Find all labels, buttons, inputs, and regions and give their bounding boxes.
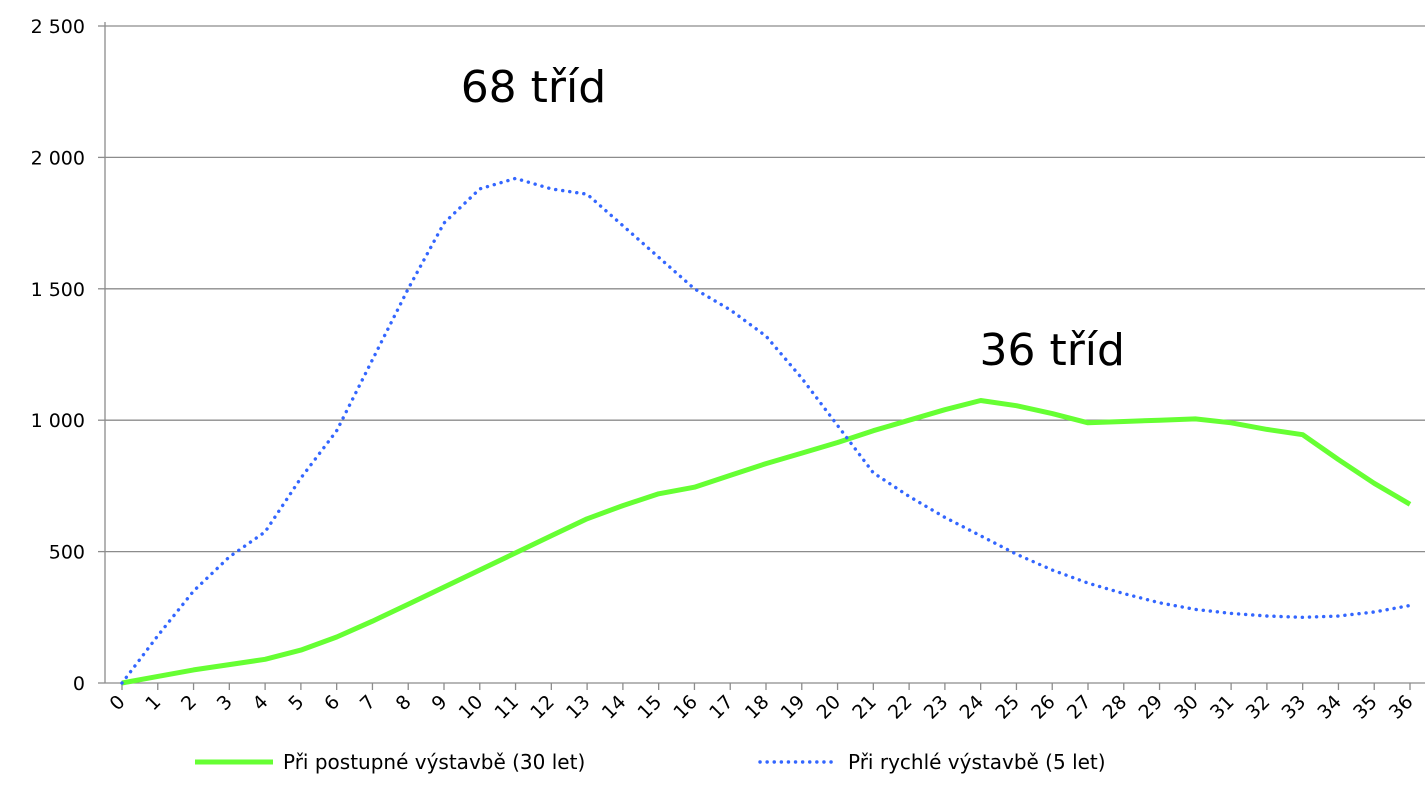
x-tick-label: 15	[634, 691, 667, 724]
y-tick-label: 500	[49, 542, 85, 564]
x-axis-tick-labels: 0 1 2 3 4 5 6 7 8 9 10 11 12 13 14 15 16 17 18 19 20 21 22 23 24…	[105, 691, 1417, 724]
x-tick-label: 4	[249, 691, 273, 715]
x-tick-label: 29	[1134, 691, 1167, 724]
x-tick-label: 11	[490, 691, 523, 724]
series-lines	[120, 176, 1412, 686]
x-tick-label: 20	[812, 691, 845, 724]
y-tick-label: 1 000	[31, 410, 85, 432]
x-tick-label: 35	[1349, 691, 1382, 724]
x-tick-label: 16	[669, 691, 702, 724]
legend-label-2: Při rychlé výstavbě (5 let)	[848, 750, 1106, 774]
y-tick-label: 2 000	[31, 147, 85, 169]
x-tick-label: 13	[562, 691, 595, 724]
x-tick-label: 27	[1063, 691, 1096, 724]
x-tick-label: 12	[526, 691, 559, 724]
x-tick-label: 31	[1206, 691, 1239, 724]
x-tick-label: 14	[598, 691, 631, 724]
x-tick-label: 25	[991, 691, 1024, 724]
x-tick-label: 7	[356, 691, 380, 715]
x-tick-label: 10	[455, 691, 488, 724]
x-tick-label: 26	[1027, 691, 1060, 724]
x-tick-label: 21	[848, 691, 881, 724]
y-tick-label: 2 500	[31, 16, 85, 38]
x-tick-label: 9	[427, 691, 451, 715]
y-tick-label: 0	[73, 673, 85, 695]
annotations: 68 tříd 36 tříd	[461, 62, 1125, 376]
x-tick-label: 28	[1099, 691, 1132, 724]
y-axis-tick-labels: 0 500 1 000 1 500 2 000 2 500	[31, 16, 85, 695]
grid-lines	[105, 25, 1425, 553]
axes	[98, 22, 1425, 690]
x-tick-label: 24	[956, 691, 989, 724]
x-tick-label: 36	[1385, 691, 1418, 724]
x-tick-label: 30	[1170, 691, 1203, 724]
x-tick-label: 32	[1242, 691, 1275, 724]
legend: Při postupné výstavbě (30 let) Při rychlé…	[195, 750, 1106, 774]
x-tick-label: 5	[284, 691, 308, 715]
x-tick-label: 3	[213, 691, 237, 715]
legend-label-1: Při postupné výstavbě (30 let)	[283, 750, 585, 774]
x-tick-label: 33	[1278, 691, 1311, 724]
x-tick-label: 6	[320, 691, 344, 715]
annotation-label: 36 tříd	[979, 325, 1124, 376]
y-tick-label: 1 500	[31, 279, 85, 301]
x-tick-label: 1	[141, 691, 165, 715]
series-line-1	[121, 398, 1412, 686]
x-tick-label: 8	[392, 691, 416, 715]
x-tick-label: 23	[920, 691, 953, 724]
x-tick-label: 34	[1313, 691, 1346, 724]
x-tick-label: 0	[105, 691, 129, 715]
x-tick-label: 22	[884, 691, 917, 724]
annotation-label: 68 tříd	[461, 62, 606, 113]
x-tick-label: 19	[777, 691, 810, 724]
x-tick-label: 2	[177, 691, 201, 715]
series-line-2	[120, 176, 1412, 685]
x-tick-label: 18	[741, 691, 774, 724]
x-tick-label: 17	[705, 691, 738, 724]
